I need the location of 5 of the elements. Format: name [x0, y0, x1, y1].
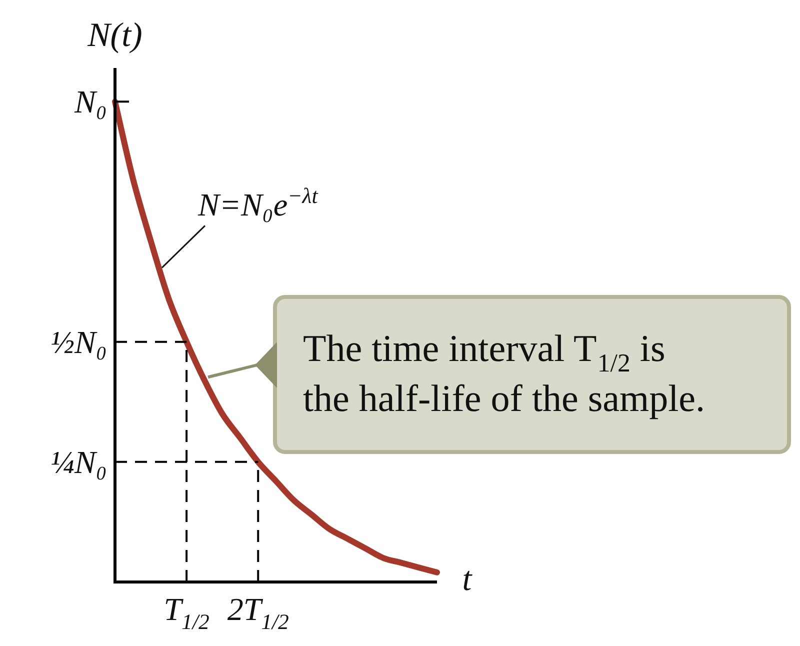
y-axis-title: N(t)	[86, 17, 142, 54]
x-axis-title: t	[462, 561, 474, 598]
ref-line-label: N₀	[74, 84, 107, 120]
ref-line-label: ½N₀	[50, 324, 107, 360]
ref-line-label: ¼N₀	[50, 444, 107, 480]
